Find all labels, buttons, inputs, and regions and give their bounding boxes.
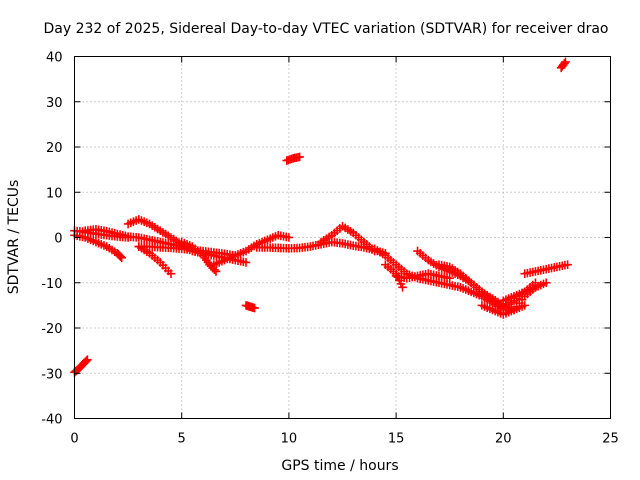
series-outlier-a (282, 152, 304, 165)
series-outlier-b (241, 301, 259, 313)
y-tick-label: 40 (46, 51, 63, 66)
y-tick-label: -20 (41, 322, 62, 337)
x-axis-label: GPS time / hours (281, 458, 398, 474)
y-axis-label: SDTVAR / TECUs (6, 180, 22, 295)
data-point (563, 260, 572, 269)
chart-title: Day 232 of 2025, Sidereal Day-to-day VTE… (43, 21, 608, 37)
y-tick-label: -10 (41, 277, 62, 292)
y-tick-label: 20 (46, 141, 63, 156)
series-track-late-g (499, 278, 551, 306)
data-point (116, 252, 125, 262)
axis-ticks: 0 5 10 15 20 25 -40 -30 -20 -10 0 10 20 30 40 (41, 51, 619, 447)
series-track-mid-g (316, 221, 379, 256)
data-point (241, 258, 251, 267)
y-tick-label: -30 (41, 367, 62, 382)
x-tick-label: 20 (495, 432, 512, 447)
data-point (560, 59, 569, 68)
x-tick-label: 5 (178, 432, 186, 447)
y-tick-label: -40 (41, 413, 62, 428)
y-tick-label: 10 (46, 186, 63, 201)
series-track-late-h (520, 260, 572, 278)
data-point (83, 355, 92, 364)
data-point (295, 152, 304, 162)
x-tick-label: 15 (388, 432, 405, 447)
data-series (70, 57, 572, 377)
series-track-late-c (391, 269, 454, 283)
x-tick-label: 0 (70, 432, 78, 447)
data-point (520, 301, 530, 310)
series-outlier-c (556, 57, 570, 73)
data-point (81, 356, 91, 366)
y-tick-label: 0 (54, 232, 62, 247)
data-point (445, 273, 454, 283)
data-point (211, 267, 221, 276)
data-point (284, 233, 294, 242)
x-tick-label: 10 (281, 432, 298, 447)
data-point (117, 253, 126, 263)
data-point (398, 282, 407, 292)
y-tick-label: 30 (46, 96, 63, 111)
data-point (561, 57, 570, 67)
x-tick-label: 25 (602, 432, 619, 447)
data-point (250, 303, 259, 313)
data-point (541, 278, 551, 288)
series-track-early-low (70, 355, 92, 377)
data-point (166, 269, 176, 278)
